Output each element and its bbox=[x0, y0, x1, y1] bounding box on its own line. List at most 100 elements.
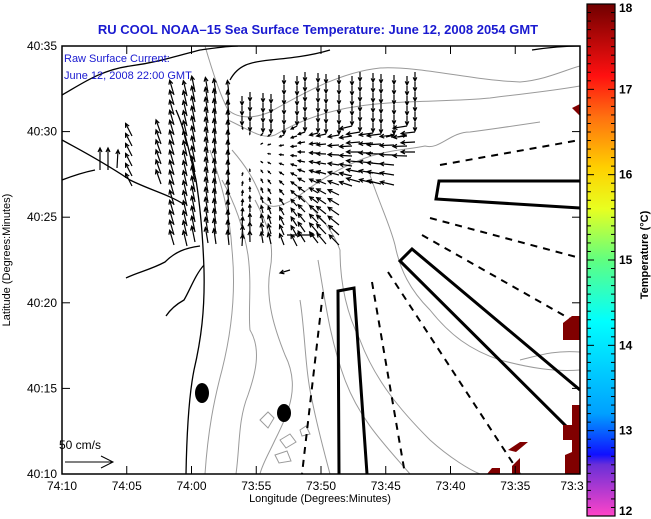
current-vector bbox=[308, 150, 319, 156]
current-vector bbox=[248, 168, 251, 173]
current-vector bbox=[260, 195, 264, 204]
current-vector bbox=[412, 112, 418, 123]
dashed-line bbox=[387, 271, 521, 474]
current-vector bbox=[297, 212, 306, 223]
current-vector bbox=[247, 203, 252, 213]
current-vector bbox=[290, 224, 298, 237]
radar-polygon bbox=[434, 179, 580, 210]
bathymetry-contour bbox=[204, 149, 235, 474]
current-vector bbox=[278, 269, 291, 275]
current-vector bbox=[378, 124, 384, 135]
current-vector bbox=[247, 122, 253, 133]
x-tick-label: 74:00 bbox=[176, 479, 206, 493]
x-axis-label: Longitude (Degrees:Minutes) bbox=[249, 493, 391, 505]
current-vector bbox=[378, 152, 395, 158]
current-vector bbox=[365, 142, 382, 148]
current-vector bbox=[391, 115, 397, 126]
current-vector bbox=[326, 197, 340, 206]
current-vector bbox=[290, 189, 298, 197]
bathymetry-contour bbox=[299, 194, 481, 474]
y-tick-label: 40:20 bbox=[27, 296, 57, 310]
bathymetry-contour bbox=[299, 299, 331, 474]
coastline-upper bbox=[229, 46, 580, 81]
current-vector bbox=[404, 116, 410, 127]
y-axis-label: Latitude (Degrees:Minutes) bbox=[1, 194, 13, 327]
annotation-line2: June 12, 2008 22:00 GMT bbox=[64, 70, 192, 82]
current-vector bbox=[247, 229, 253, 243]
colorbar-tick-label: 17 bbox=[619, 82, 633, 96]
current-vector bbox=[315, 214, 327, 225]
current-vector bbox=[154, 138, 162, 155]
current-vector bbox=[259, 221, 265, 234]
current-vector bbox=[404, 76, 410, 87]
current-vector bbox=[378, 142, 395, 148]
coastline-sandy-hook bbox=[175, 109, 205, 474]
current-vector bbox=[259, 230, 265, 244]
bathymetry-contour bbox=[227, 85, 580, 137]
colorbar-tick-label: 15 bbox=[619, 253, 633, 267]
current-vector bbox=[336, 125, 342, 136]
current-vector bbox=[315, 179, 327, 185]
current-vector bbox=[290, 215, 298, 227]
bathymetry-contour bbox=[317, 259, 411, 474]
current-vector bbox=[168, 89, 175, 106]
current-vector bbox=[281, 115, 287, 126]
current-vector bbox=[296, 131, 306, 136]
current-vector bbox=[168, 199, 175, 216]
current-vector bbox=[268, 124, 274, 135]
current-vector bbox=[316, 232, 327, 245]
current-vector bbox=[267, 196, 272, 205]
coastline-bay bbox=[62, 139, 186, 206]
current-vector bbox=[327, 215, 340, 226]
current-vector bbox=[302, 112, 308, 123]
current-vector bbox=[338, 180, 353, 187]
current-vector bbox=[308, 132, 319, 137]
current-vector bbox=[365, 151, 382, 157]
coastline-main bbox=[62, 46, 239, 96]
colorbar-tick-label: 12 bbox=[619, 504, 633, 518]
current-vector bbox=[240, 206, 245, 217]
current-vector bbox=[278, 223, 285, 236]
bathymetry-contour bbox=[259, 411, 311, 464]
current-vector bbox=[259, 213, 265, 224]
y-tick-label: 40:10 bbox=[27, 467, 57, 481]
x-tick-label: 74:05 bbox=[112, 479, 142, 493]
current-vector bbox=[338, 171, 353, 177]
sst-pixels bbox=[487, 104, 580, 474]
current-vector bbox=[315, 123, 321, 134]
current-vector bbox=[336, 115, 342, 126]
current-vector bbox=[404, 86, 410, 97]
current-vector bbox=[278, 188, 285, 196]
current-vector bbox=[336, 105, 342, 116]
current-vector bbox=[391, 105, 397, 116]
current-vector bbox=[239, 116, 245, 127]
current-vector bbox=[349, 96, 355, 107]
current-vector bbox=[154, 128, 162, 145]
current-vector bbox=[302, 72, 308, 83]
current-vector bbox=[370, 93, 376, 104]
current-vector bbox=[190, 224, 196, 243]
bathymetry-contour bbox=[519, 351, 580, 361]
current-vector bbox=[308, 222, 319, 234]
current-vector bbox=[326, 189, 340, 196]
current-vector bbox=[248, 131, 251, 136]
current-vector bbox=[281, 125, 287, 136]
current-vector bbox=[168, 179, 175, 196]
current-vector bbox=[336, 75, 342, 86]
current-vector bbox=[308, 195, 319, 204]
current-vector bbox=[211, 227, 217, 245]
current-vector bbox=[225, 229, 231, 246]
x-tick-label: 73:55 bbox=[241, 479, 271, 493]
current-vector bbox=[315, 83, 321, 94]
current-vector bbox=[302, 82, 308, 93]
current-vector bbox=[268, 104, 274, 115]
current-vector bbox=[266, 143, 272, 146]
current-vector bbox=[267, 161, 272, 165]
current-vector bbox=[338, 162, 353, 168]
current-vector bbox=[266, 231, 272, 245]
colorbar-tick-label: 13 bbox=[619, 424, 633, 438]
current-vector bbox=[327, 224, 340, 236]
current-vector bbox=[338, 143, 353, 149]
current-vector bbox=[266, 213, 272, 225]
current-vector bbox=[267, 133, 272, 137]
